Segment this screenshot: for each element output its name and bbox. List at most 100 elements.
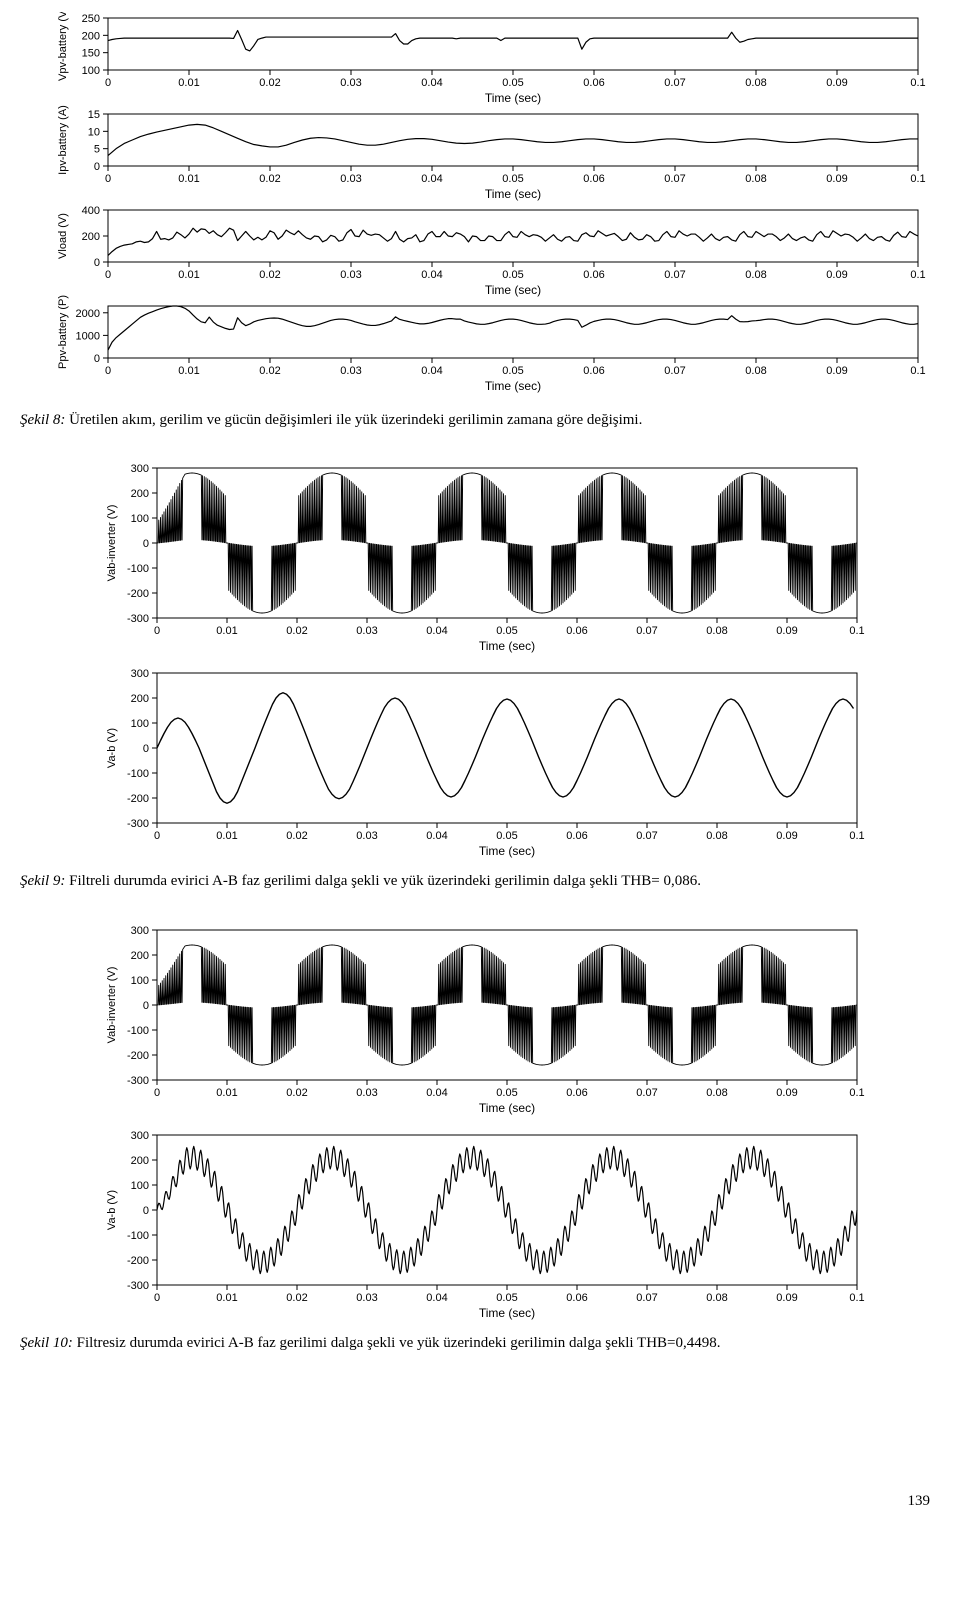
- figure-9: 0 0.01 0.02 0.03 0.04 0.05 0.06 0.07 0.08 0.09 0.1…: [20, 458, 940, 863]
- svg-text:0.02: 0.02: [286, 1087, 307, 1099]
- svg-text:0.06: 0.06: [583, 173, 604, 185]
- svg-text:0.05: 0.05: [502, 269, 523, 281]
- svg-text:0.02: 0.02: [286, 625, 307, 637]
- svg-text:0.01: 0.01: [178, 77, 199, 89]
- svg-text:0.06: 0.06: [566, 1087, 587, 1099]
- svg-text:0.1: 0.1: [849, 830, 864, 842]
- svg-text:Vload (V): Vload (V): [57, 213, 69, 259]
- svg-text:400: 400: [82, 205, 100, 217]
- svg-text:200: 200: [82, 231, 100, 243]
- figure-8-caption-text: Üretilen akım, gerilim ve gücün değişiml…: [65, 412, 642, 428]
- svg-text:0: 0: [154, 1087, 160, 1099]
- svg-text:0: 0: [105, 269, 111, 281]
- svg-text:0.07: 0.07: [664, 365, 685, 377]
- svg-text:200: 200: [131, 1155, 149, 1167]
- figure-8-caption: Şekil 8: Üretilen akım, gerilim ve gücün…: [20, 410, 940, 430]
- svg-text:0.01: 0.01: [216, 1292, 237, 1304]
- svg-text:0.09: 0.09: [776, 830, 797, 842]
- svg-text:Time (sec): Time (sec): [485, 187, 541, 201]
- svg-text:0.04: 0.04: [421, 173, 442, 185]
- svg-text:0.06: 0.06: [583, 77, 604, 89]
- svg-text:0.06: 0.06: [566, 830, 587, 842]
- svg-text:0.05: 0.05: [502, 173, 523, 185]
- figure-8-chart: 0 0.01 0.02 0.03 0.04 0.05 0.06 0.07 0.08 0.09 0.1…: [20, 12, 940, 402]
- svg-text:0.08: 0.08: [706, 1292, 727, 1304]
- svg-text:15: 15: [88, 109, 100, 121]
- svg-text:0.09: 0.09: [826, 77, 847, 89]
- svg-text:0.04: 0.04: [421, 269, 442, 281]
- svg-text:0.06: 0.06: [566, 625, 587, 637]
- svg-text:-200: -200: [127, 793, 149, 805]
- svg-text:0: 0: [105, 173, 111, 185]
- svg-text:-200: -200: [127, 1050, 149, 1062]
- svg-text:-300: -300: [127, 613, 149, 625]
- svg-text:-100: -100: [127, 1025, 149, 1037]
- svg-text:0: 0: [143, 743, 149, 755]
- svg-text:0.1: 0.1: [849, 625, 864, 637]
- svg-text:0.07: 0.07: [636, 830, 657, 842]
- svg-text:0.01: 0.01: [178, 173, 199, 185]
- svg-text:0.08: 0.08: [706, 625, 727, 637]
- svg-text:0.08: 0.08: [745, 173, 766, 185]
- svg-text:0.08: 0.08: [745, 269, 766, 281]
- svg-text:0.01: 0.01: [216, 1087, 237, 1099]
- svg-text:0: 0: [154, 1292, 160, 1304]
- svg-text:0.05: 0.05: [502, 365, 523, 377]
- svg-text:Vpv-battery (V): Vpv-battery (V): [57, 12, 69, 81]
- svg-text:2000: 2000: [76, 308, 100, 320]
- svg-text:0.09: 0.09: [776, 1292, 797, 1304]
- svg-text:0.03: 0.03: [340, 77, 361, 89]
- svg-text:100: 100: [131, 975, 149, 987]
- svg-text:-200: -200: [127, 588, 149, 600]
- svg-text:0.02: 0.02: [286, 1292, 307, 1304]
- svg-text:300: 300: [131, 925, 149, 937]
- svg-text:0.09: 0.09: [826, 365, 847, 377]
- svg-text:0.05: 0.05: [496, 830, 517, 842]
- svg-text:10: 10: [88, 126, 100, 138]
- svg-text:0: 0: [94, 353, 100, 365]
- svg-text:0.04: 0.04: [426, 625, 447, 637]
- svg-text:Time (sec): Time (sec): [485, 379, 541, 393]
- svg-text:0.06: 0.06: [566, 1292, 587, 1304]
- svg-text:200: 200: [131, 950, 149, 962]
- svg-text:100: 100: [131, 718, 149, 730]
- svg-text:0.08: 0.08: [706, 830, 727, 842]
- svg-text:250: 250: [82, 13, 100, 25]
- svg-text:0: 0: [94, 257, 100, 269]
- svg-text:0.08: 0.08: [745, 77, 766, 89]
- svg-text:0.07: 0.07: [664, 173, 685, 185]
- svg-text:0.09: 0.09: [826, 173, 847, 185]
- svg-text:0.1: 0.1: [849, 1292, 864, 1304]
- svg-text:-300: -300: [127, 1280, 149, 1292]
- svg-text:100: 100: [131, 1180, 149, 1192]
- svg-text:0.1: 0.1: [849, 1087, 864, 1099]
- svg-text:0.04: 0.04: [421, 77, 442, 89]
- svg-text:0.03: 0.03: [340, 365, 361, 377]
- svg-text:300: 300: [131, 463, 149, 475]
- figure-10-caption-label: Şekil 10:: [20, 1335, 73, 1351]
- figure-10-caption-text: Filtresiz durumda evirici A-B faz gerili…: [73, 1335, 721, 1351]
- svg-text:Time (sec): Time (sec): [479, 1101, 535, 1115]
- svg-text:300: 300: [131, 668, 149, 680]
- svg-text:200: 200: [131, 693, 149, 705]
- svg-text:0.06: 0.06: [583, 365, 604, 377]
- svg-text:0.1: 0.1: [910, 365, 925, 377]
- svg-text:-100: -100: [127, 563, 149, 575]
- svg-text:Va-b (V): Va-b (V): [106, 1189, 118, 1229]
- svg-text:5: 5: [94, 144, 100, 156]
- svg-text:0.03: 0.03: [356, 625, 377, 637]
- svg-text:0.01: 0.01: [216, 830, 237, 842]
- svg-text:-300: -300: [127, 818, 149, 830]
- svg-text:-200: -200: [127, 1255, 149, 1267]
- svg-text:0: 0: [154, 830, 160, 842]
- svg-text:0.07: 0.07: [664, 269, 685, 281]
- svg-text:0.02: 0.02: [259, 77, 280, 89]
- svg-text:Time (sec): Time (sec): [485, 283, 541, 297]
- figure-8-caption-label: Şekil 8:: [20, 412, 65, 428]
- svg-text:0.05: 0.05: [502, 77, 523, 89]
- svg-text:0.03: 0.03: [340, 269, 361, 281]
- svg-text:0.04: 0.04: [426, 1292, 447, 1304]
- svg-text:0.01: 0.01: [178, 269, 199, 281]
- svg-text:Time (sec): Time (sec): [479, 844, 535, 858]
- svg-text:0.1: 0.1: [910, 77, 925, 89]
